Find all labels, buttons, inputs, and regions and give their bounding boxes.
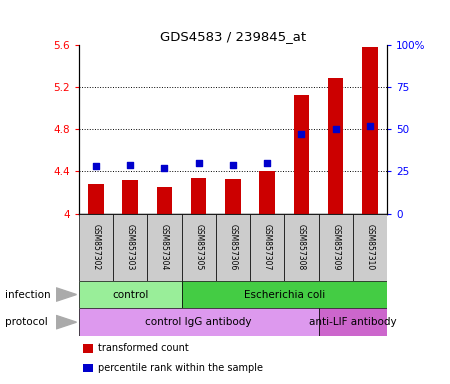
- Text: GSM857308: GSM857308: [297, 224, 306, 270]
- Text: GSM857309: GSM857309: [331, 224, 340, 270]
- Text: control IgG antibody: control IgG antibody: [145, 317, 252, 327]
- Text: GSM857306: GSM857306: [229, 224, 238, 270]
- Bar: [362, 46, 378, 214]
- Bar: [79, 308, 319, 336]
- Bar: [319, 308, 387, 336]
- Text: GSM857307: GSM857307: [263, 224, 272, 270]
- Text: percentile rank within the sample: percentile rank within the sample: [98, 363, 263, 373]
- Text: GSM857304: GSM857304: [160, 224, 169, 270]
- Bar: [353, 214, 387, 281]
- Bar: [181, 281, 387, 308]
- Bar: [284, 214, 319, 281]
- Bar: [181, 214, 216, 281]
- Polygon shape: [56, 316, 76, 329]
- Bar: [88, 184, 104, 214]
- Point: [161, 165, 168, 171]
- Bar: [328, 78, 343, 214]
- Text: anti-LIF antibody: anti-LIF antibody: [309, 317, 396, 327]
- Bar: [157, 187, 172, 214]
- Bar: [225, 179, 241, 214]
- Point: [230, 161, 237, 167]
- Text: control: control: [112, 290, 148, 300]
- Text: GSM857303: GSM857303: [126, 224, 135, 270]
- Point: [366, 122, 373, 129]
- Text: protocol: protocol: [4, 317, 47, 327]
- Polygon shape: [56, 288, 76, 301]
- Text: Escherichia coli: Escherichia coli: [243, 290, 325, 300]
- Bar: [147, 214, 181, 281]
- Bar: [79, 214, 113, 281]
- Bar: [191, 177, 207, 214]
- Point: [92, 163, 99, 169]
- Point: [264, 160, 271, 166]
- Title: GDS4583 / 239845_at: GDS4583 / 239845_at: [160, 30, 306, 43]
- Bar: [113, 214, 147, 281]
- Bar: [79, 281, 181, 308]
- Text: GSM857305: GSM857305: [194, 224, 203, 270]
- Point: [126, 161, 134, 167]
- Bar: [250, 214, 284, 281]
- Point: [195, 160, 202, 166]
- Bar: [259, 171, 275, 214]
- Text: transformed count: transformed count: [98, 343, 189, 353]
- Point: [298, 131, 305, 137]
- Point: [332, 126, 339, 132]
- Bar: [319, 214, 353, 281]
- Text: GSM857310: GSM857310: [365, 224, 374, 270]
- Bar: [216, 214, 250, 281]
- Bar: [294, 95, 309, 214]
- Text: infection: infection: [4, 290, 50, 300]
- Bar: [122, 180, 138, 214]
- Text: GSM857302: GSM857302: [91, 224, 100, 270]
